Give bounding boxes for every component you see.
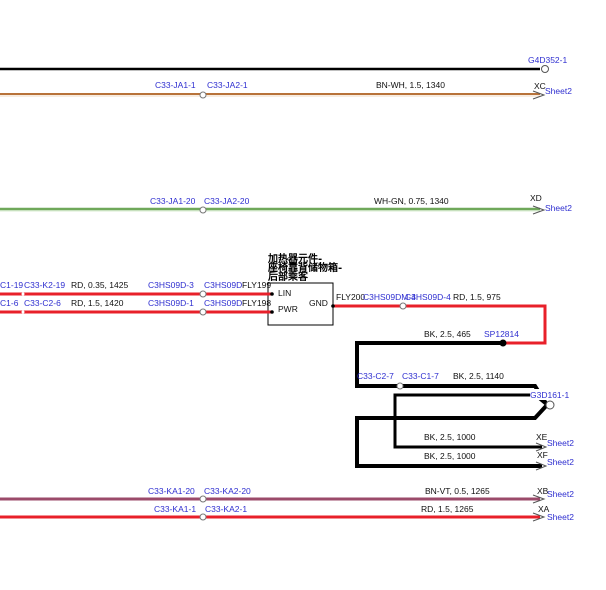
inline-connector-icon [199, 91, 207, 99]
end-label: XA [538, 504, 550, 514]
end-label-xe: XE [536, 432, 548, 442]
connector-mid-label[interactable]: C33-C2-6 [24, 298, 61, 308]
wire-spec-label-2: BK, 2.5, 1140 [453, 371, 504, 381]
sheet-link[interactable]: Sheet2 [547, 512, 574, 522]
end-label: XB [537, 486, 549, 496]
wire-spec-label: BN-VT, 0.5, 1265 [425, 486, 490, 496]
wire-row-xb[interactable]: C33-KA1-20 C33-KA2-20 BN-VT, 0.5, 1265 X… [0, 486, 574, 504]
offpage-arrow-icon [535, 461, 548, 471]
top-black-wire: G4D352-1 [0, 55, 567, 73]
wire-spec-label: RD, 1.5, 1265 [421, 504, 474, 514]
connector-mid-label[interactable]: C33-K2-19 [24, 280, 65, 290]
fly-label: FLY198 [242, 298, 271, 308]
offpage-arrow-icon [535, 442, 548, 452]
component-title-line-2: 座椅靠背储物箱- [267, 261, 342, 274]
component-title-line-3: 后部乘客 [268, 270, 309, 283]
sheet-link-xe[interactable]: Sheet2 [547, 438, 574, 448]
connector-from-label[interactable]: C33-JA1-1 [155, 80, 196, 90]
pin-pwr-label: PWR [278, 304, 298, 314]
connector-label-2[interactable]: C3HS09D-4 [405, 292, 451, 302]
offpage-arrow-icon [532, 494, 546, 504]
sheet-link[interactable]: Sheet2 [545, 203, 572, 213]
splice-label[interactable]: SP12814 [484, 329, 519, 339]
wire-spec-label: WH-GN, 0.75, 1340 [374, 196, 449, 206]
connector-to-label[interactable]: C33-KA2-20 [204, 486, 251, 496]
sheet-link[interactable]: Sheet2 [545, 86, 572, 96]
connector-from-label[interactable]: C33-KA1-1 [154, 504, 196, 514]
wire-row-xc[interactable]: C33-JA1-1 C33-JA2-1 BN-WH, 1.5, 1340 XC … [0, 80, 572, 100]
pin-lin-label: LIN [278, 288, 291, 298]
connector-to-label[interactable]: C33-JA2-20 [204, 196, 250, 206]
wire-row-pwr[interactable]: C1-6 C33-C2-6 RD, 1.5, 1420 C3HS09D-1 C3… [0, 298, 274, 316]
component-title-line-1: 加热器元件- [267, 252, 322, 265]
connector-c1-label[interactable]: C3HS09D-3 [148, 280, 194, 290]
inline-connector-icon [199, 495, 207, 503]
wire-spec-label: RD, 0.35, 1425 [71, 280, 128, 290]
connector-c2-label[interactable]: C3HS09D [204, 280, 242, 290]
wire-spec-label: RD, 1.5, 1420 [71, 298, 124, 308]
ground-connector-icon [545, 400, 555, 410]
inline-connector-icon [199, 206, 207, 214]
connector-to-label[interactable]: C33-KA2-1 [205, 504, 247, 514]
sheet-link[interactable]: Sheet2 [547, 489, 574, 499]
splice-dot-icon [499, 339, 507, 347]
sheet-link-xf[interactable]: Sheet2 [547, 457, 574, 467]
connector-c2-label[interactable]: C3HS09D [204, 298, 242, 308]
fly-label: FLY200 [336, 292, 365, 302]
ground-connector-label[interactable]: G3D161-1 [530, 390, 569, 400]
offpage-arrow-icon [532, 90, 546, 100]
wire-spec-label: RD, 1.5, 975 [453, 292, 501, 302]
heater-component[interactable]: 加热器元件- 座椅靠背储物箱- 后部乘客 LIN PWR GND [267, 252, 342, 326]
end-label: XC [534, 81, 546, 91]
wire-spec-label: BK, 2.5, 465 [424, 329, 471, 339]
end-label-xf: XF [537, 450, 548, 460]
ground-connector-icon [541, 65, 549, 73]
inline-connector-icon [199, 308, 207, 316]
component-box[interactable] [267, 282, 334, 326]
connector-label-a[interactable]: C33-C2-7 [357, 371, 394, 381]
connector-from-label[interactable]: C1-6 [0, 298, 19, 308]
connector-c1-label[interactable]: C3HS09D-1 [148, 298, 194, 308]
wire-row-xa[interactable]: C33-KA1-1 C33-KA2-1 RD, 1.5, 1265 XA She… [0, 504, 574, 522]
inline-connector-icon [399, 302, 407, 310]
wire-spec-label-xe: BK, 2.5, 1000 [424, 432, 476, 442]
inline-connector-icon [199, 513, 207, 521]
end-label: XD [530, 193, 542, 203]
wire-spec-label: BN-WH, 1.5, 1340 [376, 80, 445, 90]
connector-label-g4d352[interactable]: G4D352-1 [528, 55, 567, 65]
ground-wire-network[interactable]: BK, 2.5, 465 SP12814 C33-C2-7 C33-C1-7 B… [355, 329, 574, 471]
connector-from-label[interactable]: C1-19 [0, 280, 23, 290]
wire-row-lin[interactable]: C1-19 C33-K2-19 RD, 0.35, 1425 C3HS09D-3… [0, 280, 274, 298]
inline-connector-icon [199, 290, 207, 298]
wire-spec-label-xf: BK, 2.5, 1000 [424, 451, 476, 461]
connector-from-label[interactable]: C33-JA1-20 [150, 196, 196, 206]
pin-gnd-label: GND [309, 298, 328, 308]
connector-from-label[interactable]: C33-KA1-20 [148, 486, 195, 496]
connector-label[interactable]: C3HS09DM-4 [363, 292, 416, 302]
offpage-arrow-icon [532, 512, 546, 522]
wire-row-gnd[interactable]: FLY200 C3HS09DM-4 C3HS09D-4 RD, 1.5, 975 [331, 292, 547, 345]
inline-connector-icon [396, 382, 404, 390]
offpage-arrow-icon [532, 205, 546, 215]
wire-row-xd[interactable]: C33-JA1-20 C33-JA2-20 WH-GN, 0.75, 1340 … [0, 193, 572, 215]
connector-to-label[interactable]: C33-JA2-1 [207, 80, 248, 90]
fly-label: FLY199 [242, 280, 271, 290]
connector-label-b[interactable]: C33-C1-7 [402, 371, 439, 381]
